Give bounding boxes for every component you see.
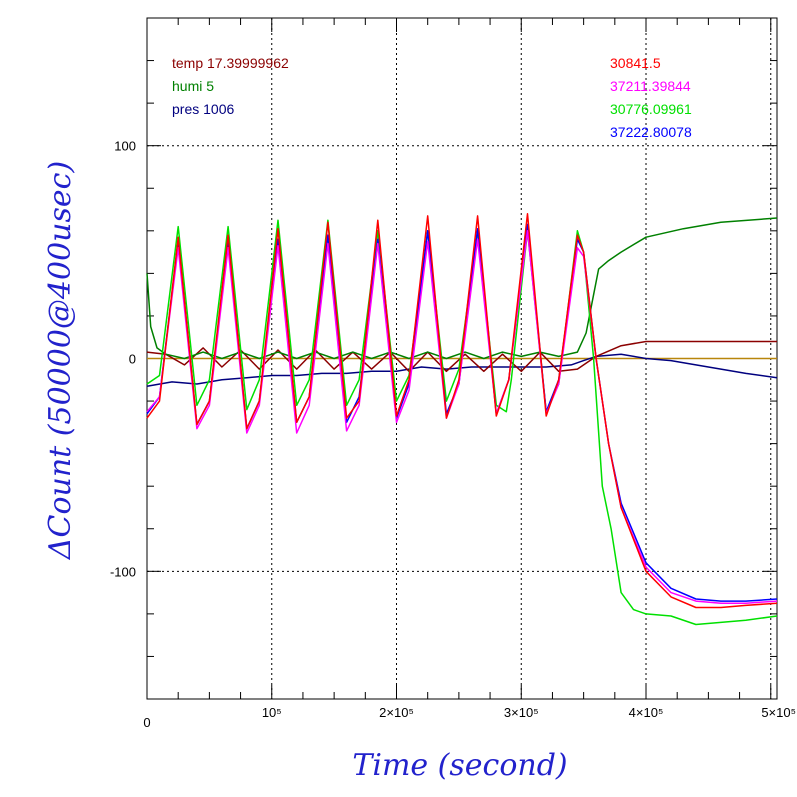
x-tick-label: 2×10⁵ — [379, 705, 414, 720]
legend-entry-right: 37222.80078 — [610, 124, 692, 140]
y-tick-label: 100 — [114, 139, 136, 154]
legend-entry-right: 30776.09961 — [610, 101, 692, 117]
legend-entry-left: temp 17.39999962 — [172, 55, 289, 71]
legend-entry-left: humi 5 — [172, 78, 214, 94]
x-tick-label: 5×10⁵ — [761, 705, 796, 720]
series-line — [146, 353, 778, 387]
x-axis-title: Time (second) — [352, 748, 567, 783]
y-axis-title: ΔCount (50000@400usec) — [43, 161, 78, 560]
legend: temp 17.39999962 humi 5 pres 1006 30841.5 37… — [172, 55, 692, 140]
legend-entry-left: pres 1006 — [172, 101, 234, 117]
tick-labels: 0 10⁵ 2×10⁵ 3×10⁵ 4×10⁵ 5×10⁵ 100 0 -100 — [110, 139, 796, 730]
x-tick-label: 4×10⁵ — [629, 705, 664, 720]
series-line — [146, 223, 778, 602]
x-tick-label: 3×10⁵ — [504, 705, 539, 720]
series-line — [146, 219, 778, 626]
legend-entry-right: 30841.5 — [610, 55, 661, 71]
series-line — [146, 217, 778, 360]
y-tick-label: 0 — [129, 352, 136, 367]
legend-entry-right: 37211.39844 — [610, 78, 691, 94]
x-tick-label: 0 — [143, 715, 150, 730]
x-tick-label: 10⁵ — [262, 705, 282, 720]
y-tick-label: -100 — [110, 564, 136, 579]
series-lines — [146, 213, 778, 626]
axis-ticks — [146, 17, 777, 700]
series-line — [146, 213, 778, 609]
series-line — [146, 230, 778, 604]
